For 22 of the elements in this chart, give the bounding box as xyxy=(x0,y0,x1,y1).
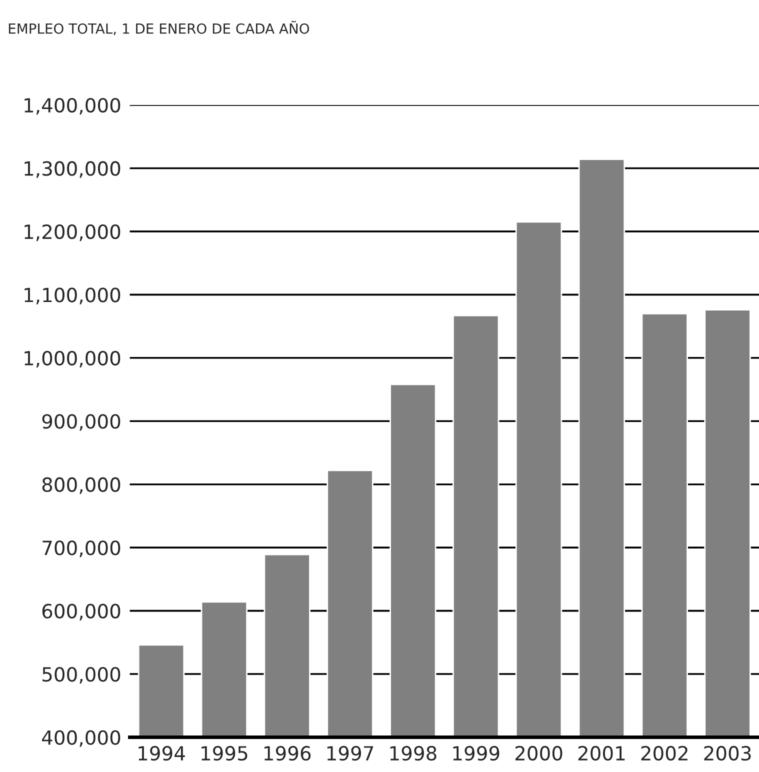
y-tick-label: 1,300,000 xyxy=(24,161,120,178)
x-tick-label: 2003 xyxy=(704,746,751,761)
y-tick-label: 1,200,000 xyxy=(24,224,120,242)
y-tick-label: 600,000 xyxy=(42,604,120,620)
y-tick-label: 500,000 xyxy=(42,666,120,684)
y-tick-label: 1,000,000 xyxy=(24,350,120,368)
y-tick-label: 700,000 xyxy=(42,540,120,558)
x-tick-label: 1999 xyxy=(453,746,500,761)
x-tick-label: 2000 xyxy=(515,746,562,761)
x-tick-label: 1996 xyxy=(264,746,311,761)
x-tick-label: 1997 xyxy=(327,746,374,761)
y-tick-label: 1,400,000 xyxy=(24,98,120,115)
x-tick-label: 1994 xyxy=(138,746,185,761)
x-tick-label: 1995 xyxy=(202,746,248,761)
x-tick-label: 1998 xyxy=(390,746,436,761)
chart-title: EMPLEO TOTAL, 1 DE ENERO DE CADA AÑO xyxy=(8,20,310,36)
y-tick-label: 800,000 xyxy=(42,477,120,494)
x-tick-label: 2002 xyxy=(641,746,688,761)
y-tick-label: 1,100,000 xyxy=(24,288,120,304)
x-tick-label: 2001 xyxy=(578,746,625,761)
y-tick-label: 400,000 xyxy=(42,730,120,747)
y-tick-label: 900,000 xyxy=(42,414,120,431)
